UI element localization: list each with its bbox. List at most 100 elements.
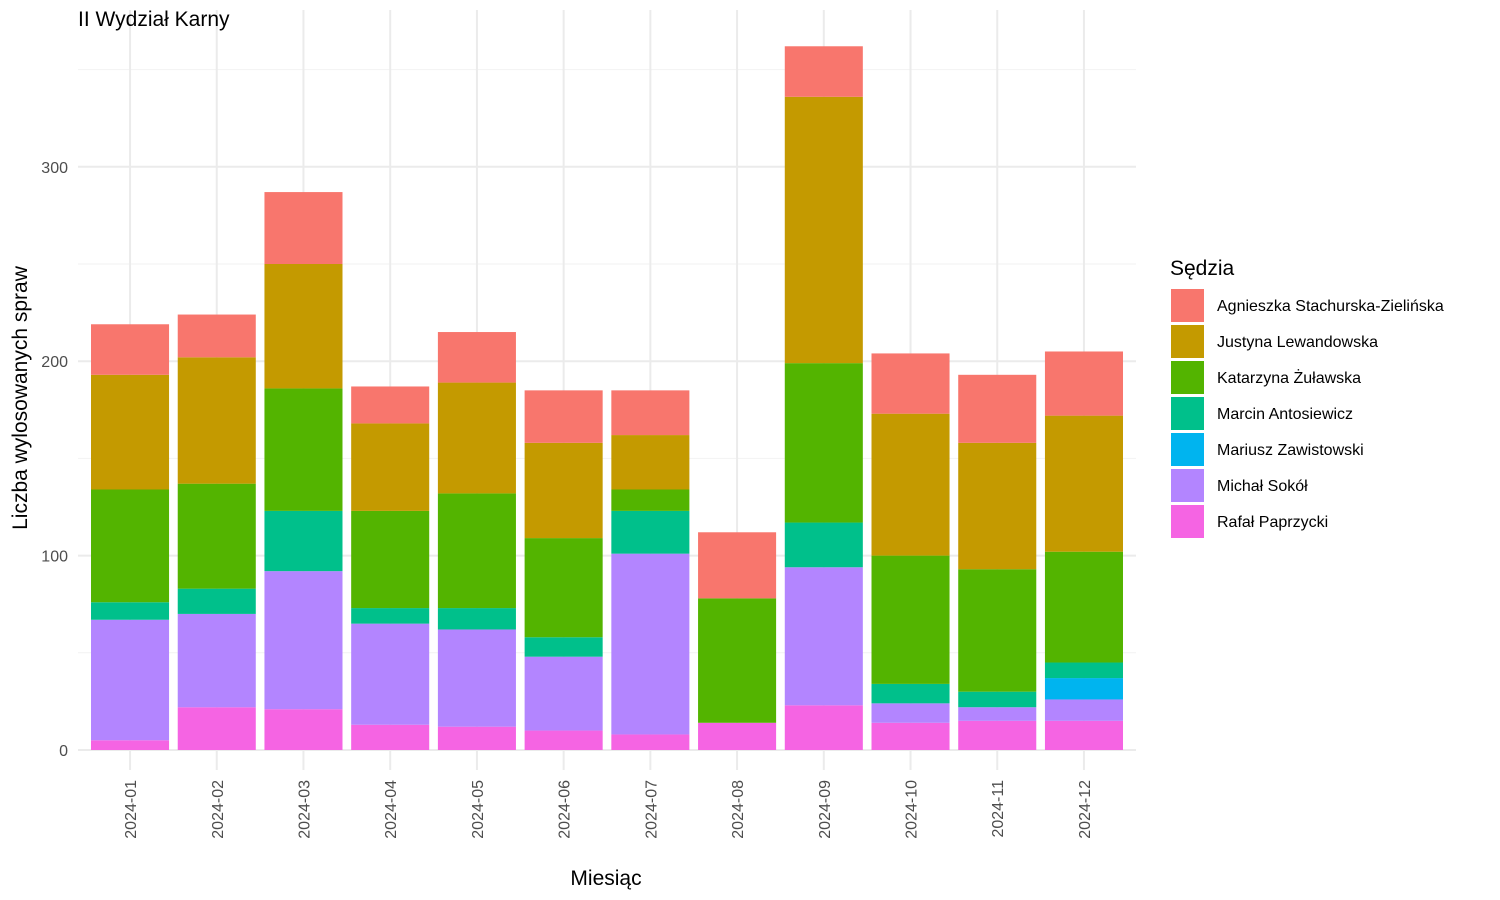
x-tick-label: 2024-05 [470,780,487,839]
y-tick-label: 200 [41,354,68,371]
bar-segment [351,386,430,424]
x-tick-label: 2024-06 [557,780,574,839]
bar-segment [351,724,430,750]
bar-segment [437,493,516,609]
x-tick-label: 2024-11 [990,780,1007,838]
y-tick-label: 100 [41,549,68,566]
legend-label: Mariusz Zawistowski [1217,442,1364,459]
bar-segment [524,637,603,657]
y-tick-labels: 0 100 200 300 [41,160,68,760]
bar-segment [958,707,1037,721]
legend-label: Agnieszka Stachurska-Zielińska [1217,298,1444,315]
bar-segment [264,388,343,511]
x-tick-label: 2024-08 [730,780,747,839]
x-tick-label: 2024-04 [383,780,400,839]
bar-segment [611,390,690,436]
bar-segment [177,483,256,589]
bar-segment [91,374,170,490]
bar-segment [698,598,777,723]
x-tick-label: 2024-01 [123,780,140,839]
bar-segment [91,489,170,603]
legend-label: Marcin Antosiewicz [1217,406,1353,423]
x-axis-title: Miesiąc [570,867,641,890]
legend-key [1171,397,1204,430]
y-tick-label: 0 [59,743,68,760]
bar-segment [871,683,950,704]
bar-segment [177,588,256,614]
bar-segment [871,555,950,684]
bar-segment [1044,699,1123,721]
bar-segment [524,538,603,638]
bar-segment [524,442,603,539]
bar-segment [958,569,1037,692]
bar-segment [91,740,170,750]
bar-segment [871,413,950,556]
bar-segment [611,553,690,735]
bar-segment [351,510,430,609]
bar-segment [958,691,1037,708]
legend-key [1171,505,1204,538]
bar-segment [698,722,777,750]
legend-label: Katarzyna Żuławska [1217,368,1361,387]
bar-segment [871,353,950,414]
legend-label: Justyna Lewandowska [1217,334,1378,351]
bar-segment [91,602,170,620]
bar-segment [177,357,256,484]
bar-segment [611,734,690,750]
legend-label: Michał Sokół [1217,478,1308,495]
bar-segment [1044,662,1123,679]
bar-segment [351,608,430,624]
bar-segment [177,707,256,750]
y-axis-title: Liczba wylosowanych spraw [9,265,32,530]
bar-segment [871,722,950,750]
bar-segment [177,314,256,358]
bar-segment [437,382,516,494]
bar-segment [264,709,343,750]
bar-segment [437,726,516,750]
bar-segment [871,703,950,723]
x-tick-label: 2024-03 [296,780,313,839]
x-tick-label: 2024-12 [1077,780,1094,839]
bar-segment [784,522,863,568]
bar-segment [351,623,430,725]
legend-key [1171,469,1204,502]
bar-segment [611,435,690,490]
chart-title: II Wydział Karny [78,8,230,31]
legend-key [1171,325,1204,358]
bar-segment [264,192,343,264]
x-tick-label: 2024-10 [904,780,921,839]
bar-segment [784,363,863,523]
bar-segment [1044,720,1123,750]
bars-layer [91,46,1123,750]
legend-title: Sędzia [1170,257,1235,280]
bar-segment [784,46,863,97]
x-tick-label: 2024-07 [643,780,660,839]
legend-label: Rafał Paprzycki [1217,514,1328,531]
bar-segment [958,442,1037,570]
bar-segment [177,613,256,708]
bar-segment [611,510,690,554]
bar-segment [264,510,343,572]
bar-segment [91,324,170,375]
bar-segment [351,423,430,511]
bar-segment [698,532,777,599]
bar-segment [524,730,603,750]
x-tick-labels: 2024-01 2024-02 2024-03 2024-04 2024-05 2024-… [123,780,1094,839]
legend-key [1171,289,1204,322]
bar-segment [437,608,516,630]
legend-key [1171,361,1204,394]
bar-segment [784,567,863,706]
bar-segment [958,720,1037,750]
x-tick-label: 2024-09 [817,780,834,839]
bar-segment [1044,351,1123,416]
bar-segment [524,656,603,731]
bar-segment [437,629,516,727]
bar-segment [784,96,863,364]
bar-segment [437,332,516,383]
bar-segment [958,374,1037,443]
legend-key [1171,433,1204,466]
bar-segment [91,619,170,741]
bar-segment [1044,415,1123,552]
